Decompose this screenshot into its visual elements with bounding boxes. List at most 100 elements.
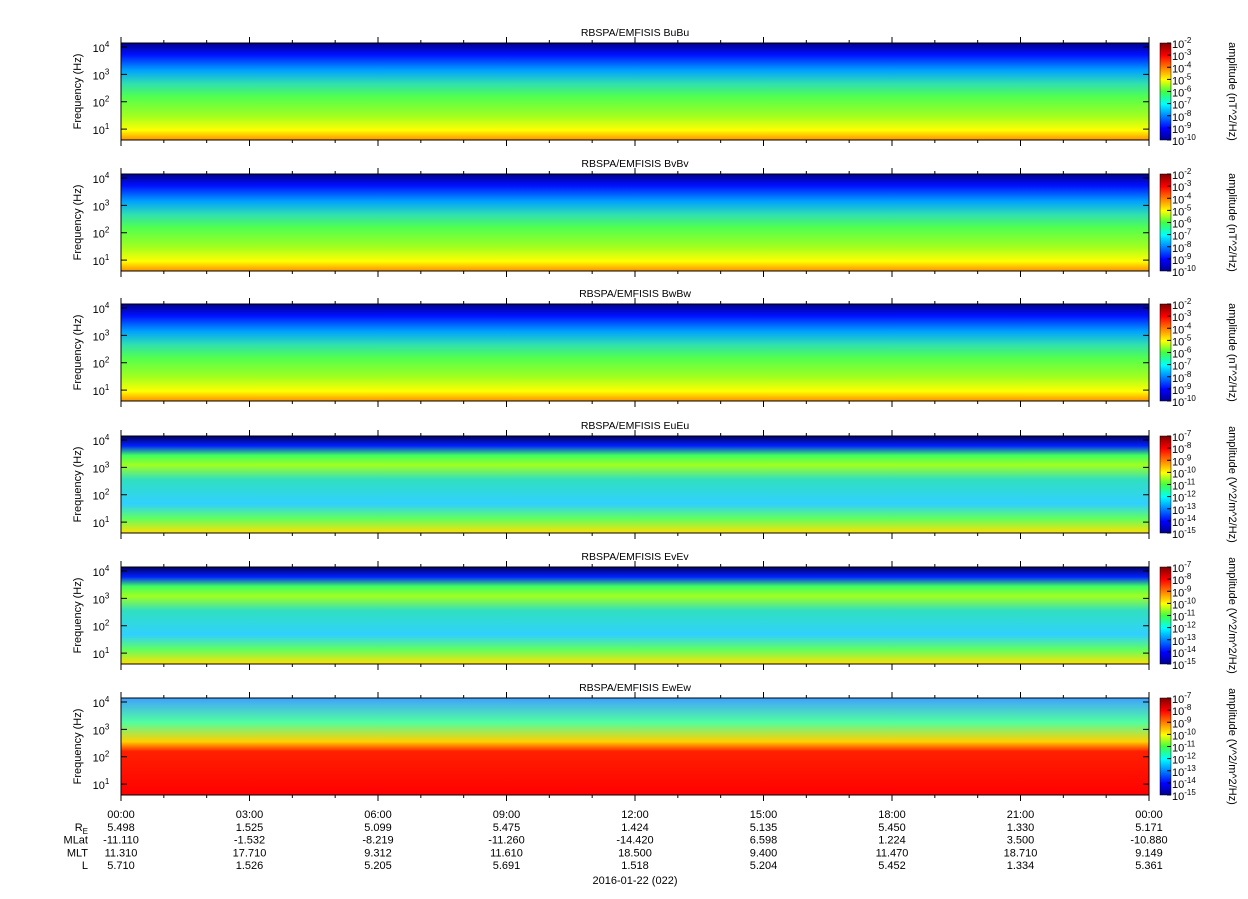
- ephemeris-value: 1.334: [1007, 860, 1035, 872]
- colorbar-tick-label: 10-15: [1172, 526, 1196, 541]
- ephemeris-row-tick-label: MLT: [67, 847, 88, 859]
- colorbar-tick-label: 10-5: [1172, 333, 1192, 348]
- ephemeris-value: 1.518: [621, 860, 649, 872]
- y-tick-label: 102: [93, 356, 110, 371]
- colorbar-tick-label: 10-13: [1172, 502, 1196, 517]
- ephemeris-value: 18.710: [1004, 847, 1038, 859]
- y-tick-label: 102: [93, 750, 110, 765]
- panel-title: RBSPA/EMFISIS EwEw: [579, 682, 691, 694]
- colorbar-tick-label: 10-7: [1172, 429, 1192, 444]
- panel-title: RBSPA/EMFISIS BvBv: [581, 158, 689, 170]
- ephemeris-value: 5.204: [750, 860, 778, 872]
- colorbar-tick-label: 10-6: [1172, 346, 1192, 361]
- panel-title: RBSPA/EMFISIS BuBu: [581, 27, 690, 39]
- ephemeris-value: 5.099: [364, 822, 392, 834]
- y-axis-label: Frequency (Hz): [72, 447, 84, 523]
- x-tick-label: 00:00: [1135, 809, 1163, 821]
- colorbar-tick-label: 10-3: [1172, 48, 1192, 63]
- colorbar-tick-label: 10-8: [1172, 572, 1192, 587]
- x-axis-label: 2016-01-22 (022): [592, 875, 677, 887]
- ephemeris-value: -11.110: [103, 835, 139, 847]
- y-tick-label: 101: [93, 777, 110, 792]
- colorbar-tick-label: 10-9: [1172, 715, 1192, 730]
- y-tick-label: 104: [93, 433, 110, 448]
- colorbar-tick-label: 10-8: [1172, 703, 1192, 718]
- colorbar-tick-label: 10-11: [1172, 609, 1196, 624]
- y-tick-label: 101: [93, 253, 110, 268]
- ephemeris-row-tick-label: RE: [75, 822, 88, 836]
- ephemeris-value: 1.330: [1007, 822, 1035, 834]
- colorbar-tick-label: 10-12: [1172, 621, 1196, 636]
- ephemeris-value: 5.498: [107, 822, 135, 834]
- colorbar-tick-label: 10-9: [1172, 121, 1192, 136]
- colorbar-tick-label: 10-10: [1172, 596, 1196, 611]
- y-axis-label: Frequency (Hz): [72, 578, 84, 654]
- colorbar-tick-label: 10-12: [1172, 490, 1196, 505]
- colorbar-tick-label: 10-9: [1172, 453, 1192, 468]
- x-tick-label: 12:00: [621, 809, 649, 821]
- colorbar-label: amplitude (nT^2/Hz): [1226, 303, 1238, 402]
- colorbar-tick-label: 10-6: [1172, 216, 1192, 231]
- ephemeris-value: 17.710: [233, 847, 267, 859]
- spectrogram-image: [121, 436, 1149, 533]
- ephemeris-value: 5.710: [107, 860, 135, 872]
- ephemeris-value: 11.310: [105, 847, 138, 859]
- colorbar-label: amplitude (V^2/m^2/Hz): [1226, 426, 1238, 543]
- ephemeris-row-tick-label: L: [82, 860, 88, 872]
- colorbar-tick-label: 10-2: [1172, 36, 1192, 51]
- y-tick-label: 101: [93, 515, 110, 530]
- colorbar-tick-label: 10-10: [1172, 394, 1196, 409]
- colorbar-tick-label: 10-9: [1172, 584, 1192, 599]
- ephemeris-value: 11.470: [876, 847, 909, 859]
- ephemeris-value: 9.149: [1135, 847, 1163, 859]
- colorbar-tick-label: 10-5: [1172, 203, 1192, 218]
- colorbar-tick-label: 10-2: [1172, 297, 1192, 312]
- ephemeris-value: 18.500: [618, 847, 652, 859]
- x-tick-label: 15:00: [750, 809, 778, 821]
- colorbar-tick-label: 10-12: [1172, 752, 1196, 767]
- y-tick-label: 101: [93, 122, 110, 137]
- colorbar-tick-label: 10-8: [1172, 441, 1192, 456]
- ephemeris-value: -14.420: [616, 835, 653, 847]
- y-tick-label: 104: [93, 40, 110, 55]
- ephemeris-value: 5.450: [878, 822, 906, 834]
- colorbar-tick-label: 10-13: [1172, 633, 1196, 648]
- colorbar-tick-label: 10-14: [1172, 514, 1196, 529]
- y-tick-label: 102: [93, 488, 110, 503]
- spectrogram-image: [121, 174, 1149, 271]
- colorbar-label: amplitude (V^2/m^2/Hz): [1226, 688, 1238, 805]
- colorbar-tick-label: 10-10: [1172, 133, 1196, 148]
- y-tick-label: 101: [93, 383, 110, 398]
- ephemeris-value: 1.424: [621, 822, 649, 834]
- ephemeris-row-tick-label: MLat: [64, 835, 88, 847]
- y-axis-label: Frequency (Hz): [72, 185, 84, 261]
- x-tick-label: 21:00: [1007, 809, 1035, 821]
- colorbar-tick-label: 10-5: [1172, 72, 1192, 87]
- x-tick-label: 09:00: [493, 809, 521, 821]
- ephemeris-value: 5.205: [364, 860, 392, 872]
- y-tick-label: 103: [93, 328, 110, 343]
- colorbar-tick-label: 10-2: [1172, 167, 1192, 182]
- ephemeris-value: -10.880: [1130, 835, 1167, 847]
- colorbar-tick-label: 10-14: [1172, 776, 1196, 791]
- y-tick-label: 103: [93, 67, 110, 82]
- y-tick-label: 102: [93, 95, 110, 110]
- y-tick-label: 102: [93, 619, 110, 634]
- y-tick-label: 104: [93, 301, 110, 316]
- ephemeris-value: 5.691: [493, 860, 521, 872]
- y-tick-label: 103: [93, 722, 110, 737]
- colorbar-tick-label: 10-11: [1172, 478, 1196, 493]
- ephemeris-value: 6.598: [750, 835, 778, 847]
- colorbar-tick-label: 10-15: [1172, 657, 1196, 672]
- x-tick-label: 00:00: [107, 809, 135, 821]
- y-tick-label: 101: [93, 646, 110, 661]
- y-tick-label: 104: [93, 695, 110, 710]
- colorbar-label: amplitude (nT^2/Hz): [1226, 173, 1238, 272]
- colorbar-tick-label: 10-10: [1172, 465, 1196, 480]
- ephemeris-value: 9.400: [750, 847, 778, 859]
- ephemeris-value: 1.526: [236, 860, 264, 872]
- y-tick-label: 104: [93, 171, 110, 186]
- x-tick-label: 06:00: [364, 809, 392, 821]
- y-axis-label: Frequency (Hz): [72, 54, 84, 130]
